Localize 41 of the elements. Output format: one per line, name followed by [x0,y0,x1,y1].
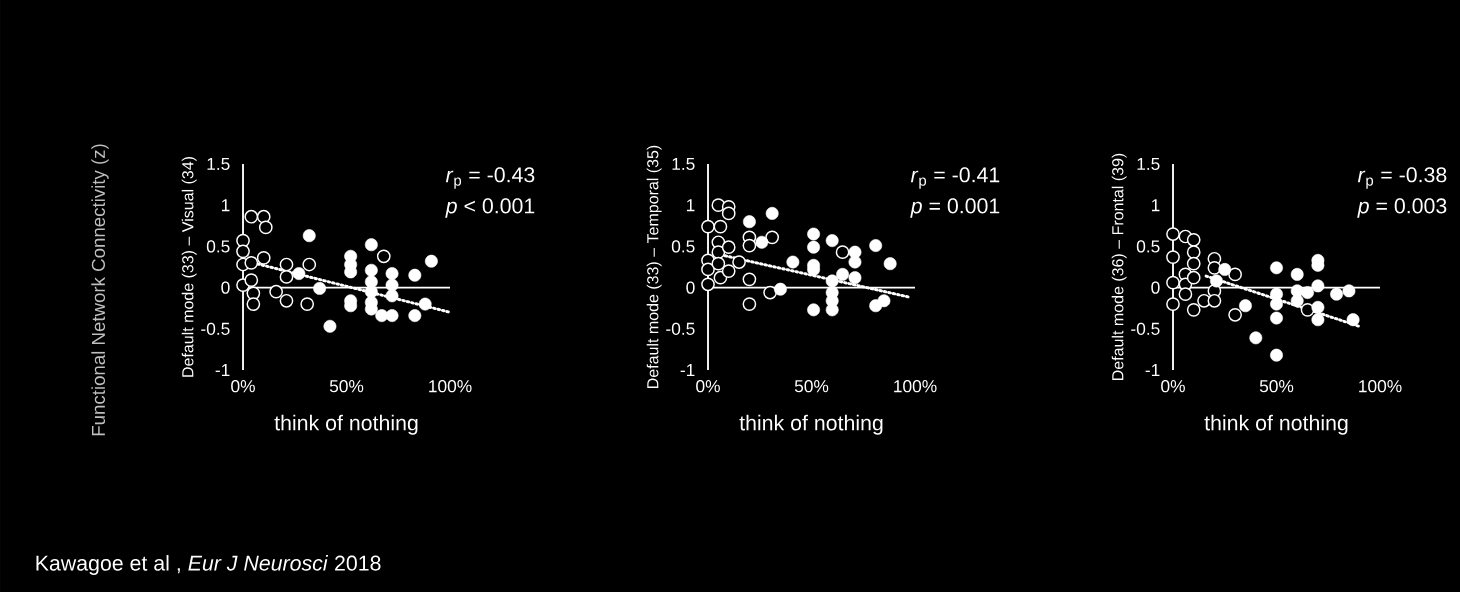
text: Kawagoe et al , Eur J Neurosci 2018 [36,555,381,575]
y-tick-label: 0.5 [206,240,230,253]
x-axis-title: think of nothing [1204,414,1348,435]
x-axis-title: think of nothing [274,414,418,435]
annotation: p = 0.001 [910,198,1000,218]
annotation: r$_{p}$ = -0.41 [910,167,1000,189]
annotation: p < 0.001 [445,198,535,218]
y-tick-label: -1 [680,364,695,376]
x-axis-title: think of nothing [739,414,883,435]
y-tick-label: 1.5 [207,157,230,171]
x-tick-label: 100% [894,380,937,393]
y-axis-title: Default mode (36) – Frontal (39) [1111,153,1127,380]
y-tick-label: 1 [221,199,230,212]
y-tick-label: 0 [1151,281,1160,294]
y-tick-label: -0.5 [666,322,695,335]
x-tick-label: 0% [231,380,255,393]
x-tick-label: 0% [696,380,720,393]
annotation: r$_{p}$ = -0.38 [1357,167,1447,189]
annotation: r$_{p}$ = -0.43 [445,167,535,189]
text: Functional Network Connectivity (z) [91,144,109,436]
annotation: p = 0.003 [1357,198,1447,218]
x-tick-label: 0% [1161,380,1185,393]
y-tick-label: 1.5 [672,157,695,171]
y-tick-label: -0.5 [201,322,230,335]
y-tick-label: 0 [686,281,695,294]
y-tick-label: -1 [1145,364,1160,376]
y-axis-title: Default mode (33) – Visual (34) [181,157,197,377]
y-tick-label: -1 [215,364,230,376]
y-tick-label: 0 [221,281,230,294]
y-tick-label: 1 [1151,199,1160,212]
x-tick-label: 100% [1359,380,1402,393]
y-axis-title: Default mode (33) – Temporal (35) [646,145,662,388]
x-tick-label: 50% [1259,380,1294,393]
x-tick-label: 50% [329,380,364,393]
y-tick-label: 0.5 [671,240,695,253]
y-tick-label: 1 [686,199,695,212]
x-tick-label: 50% [794,380,829,393]
x-tick-label: 100% [429,380,472,393]
y-tick-label: 0.5 [1136,240,1160,253]
y-tick-label: -0.5 [1131,322,1160,335]
y-tick-label: 1.5 [1137,157,1160,171]
